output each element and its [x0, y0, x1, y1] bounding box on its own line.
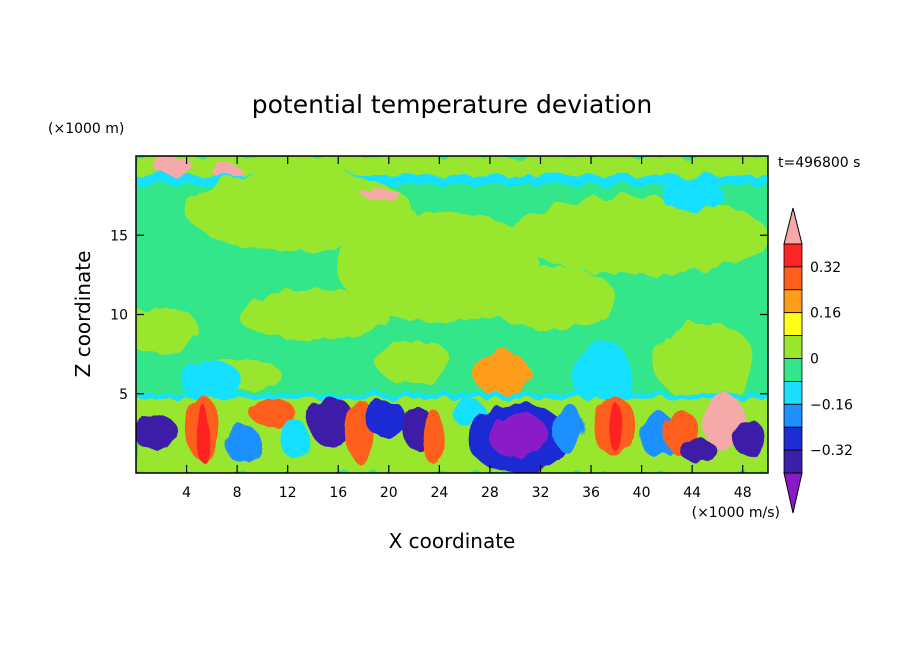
boundary-eddy: [366, 400, 407, 439]
x-tick-label: 12: [279, 485, 297, 501]
x-tick-label: 48: [734, 485, 752, 501]
field-blob: [338, 211, 541, 323]
y-tick-label: 10: [110, 308, 128, 324]
boundary-eddy: [225, 425, 262, 464]
boundary-eddy: [679, 439, 718, 462]
colorbar-swatch: [783, 358, 803, 382]
x-tick-label: 28: [481, 485, 499, 501]
field-blob: [136, 306, 200, 355]
field-blob: [181, 360, 243, 402]
colorbar: 0.32 0.16 0 −0.16 −0.32: [783, 207, 853, 514]
colorbar-swatch: [783, 312, 803, 337]
y-axis-unit: (×1000 m): [48, 121, 124, 137]
field-blob: [360, 188, 399, 200]
boundary-eddy: [487, 412, 549, 458]
field-blob: [154, 157, 193, 177]
time-label: t=496800 s: [778, 155, 860, 171]
boundary-eddy: [309, 396, 355, 448]
colorbar-swatch: [783, 266, 803, 291]
x-tick-label: 16: [329, 485, 347, 501]
x-tick-label: 44: [683, 485, 701, 501]
colorbar-tick-label: −0.16: [810, 397, 853, 413]
colorbar-tick-label: 0: [810, 352, 819, 368]
boundary-eddy: [136, 414, 178, 450]
x-tick-label: 36: [582, 485, 600, 501]
boundary-eddy: [606, 401, 622, 450]
x-tick-label: 4: [182, 485, 191, 501]
colorbar-tick-label: 0.32: [810, 260, 841, 276]
top-band-light: [136, 156, 768, 176]
colorbar-max-arrow: [783, 207, 803, 245]
field-blob: [211, 165, 243, 179]
field-blob: [376, 339, 452, 385]
field-blob: [186, 171, 415, 252]
boundary-eddy: [249, 398, 296, 428]
colorbar-swatch: [783, 380, 803, 405]
field-blob: [489, 266, 617, 331]
x-axis-label: X coordinate: [389, 529, 516, 553]
colorbar-tick-label: −0.32: [810, 443, 853, 459]
boundary-eddy: [278, 419, 310, 458]
field-blob: [487, 349, 518, 382]
colorbar-swatch: [783, 426, 803, 451]
colorbar-tick-label: 0.16: [810, 306, 841, 322]
colorbar-swatch: [783, 289, 803, 314]
heatmap-field: [136, 156, 768, 473]
boundary-eddy: [733, 419, 765, 458]
x-axis-ticks: 4 8 12 16 20 24 28 32 36 40 44 48: [182, 156, 752, 501]
boundary-eddy: [551, 404, 585, 453]
x-tick-label: 40: [633, 485, 651, 501]
colorbar-swatch: [783, 335, 803, 359]
boundary-eddy: [449, 398, 485, 424]
y-tick-label: 15: [110, 228, 128, 244]
x-tick-label: 32: [532, 485, 550, 501]
boundary-eddy: [421, 409, 445, 464]
x-tick-label: 20: [380, 485, 398, 501]
x-tick-label: 8: [233, 485, 242, 501]
field-blob: [237, 289, 389, 340]
y-axis-label: Z coordinate: [71, 251, 95, 378]
x-tick-label: 24: [430, 485, 448, 501]
y-tick-label: 5: [119, 387, 128, 403]
y-axis-ticks: 5 10 15: [110, 228, 768, 403]
field-blob: [515, 195, 768, 275]
field-blob: [660, 179, 724, 212]
x-axis-unit: (×1000 m/s): [692, 505, 780, 521]
chart-title: potential temperature deviation: [252, 90, 652, 119]
colorbar-swatch: [783, 449, 803, 474]
inversion-line: [136, 393, 768, 399]
colorbar-swatch: [783, 403, 803, 428]
boundary-eddy: [195, 404, 211, 462]
colorbar-min-arrow: [783, 472, 803, 514]
colorbar-swatch: [783, 243, 803, 268]
field-blob: [654, 322, 756, 402]
boundary-eddy: [703, 393, 744, 451]
